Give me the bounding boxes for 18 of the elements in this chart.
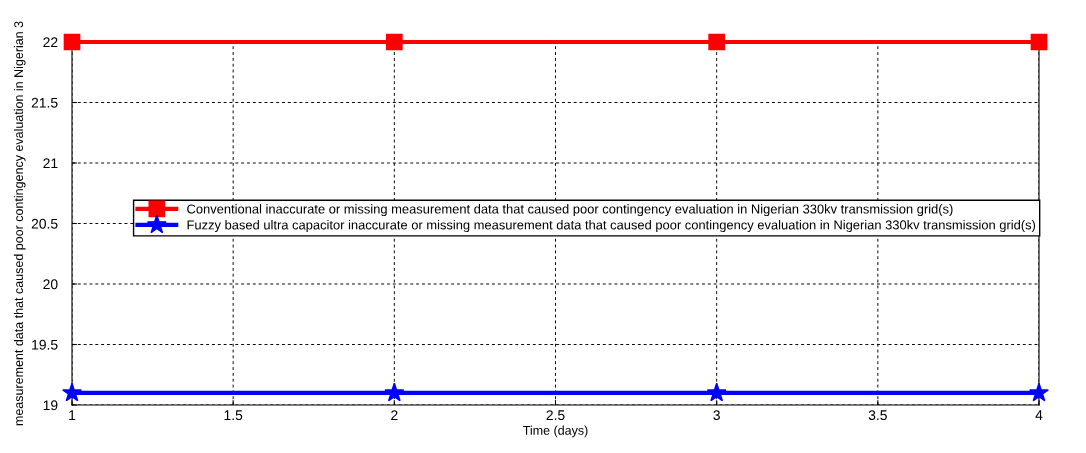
legend-label: Fuzzy based ultra capacitor inaccurate or missing measurement data that caused poor contingency evaluation in Nigerian 330kv transmission grid(s) [187, 219, 1036, 233]
x-tick-label: 2 [391, 410, 398, 420]
x-tick-label: 2.5 [546, 410, 565, 421]
y-tick-label: 22 [43, 37, 58, 48]
x-tick-label: 4 [1035, 410, 1043, 420]
x-axis-title: Time (days) [523, 425, 588, 438]
x-tick-label: 1 [69, 410, 76, 420]
y-tick-label: 20.5 [31, 218, 58, 229]
y-tick-label: 21.5 [31, 97, 58, 108]
y-axis-title: measurement data that caused poor contingency evaluation in Nigerian 3 [13, 21, 26, 426]
x-tick-label: 1.5 [224, 410, 243, 421]
y-tick-label: 21 [43, 158, 58, 169]
y-tick-label: 19.5 [32, 339, 58, 350]
x-tick-label: 3 [713, 410, 720, 421]
y-tick-label: 19 [43, 400, 58, 411]
legend-label: Conventional inaccurate or missing measurement data that caused poor contingency evaluation in Nigerian 330kv transmission grid(s) [187, 204, 953, 217]
x-tick-label: 3.5 [868, 410, 887, 421]
y-tick-label: 20 [43, 279, 58, 290]
